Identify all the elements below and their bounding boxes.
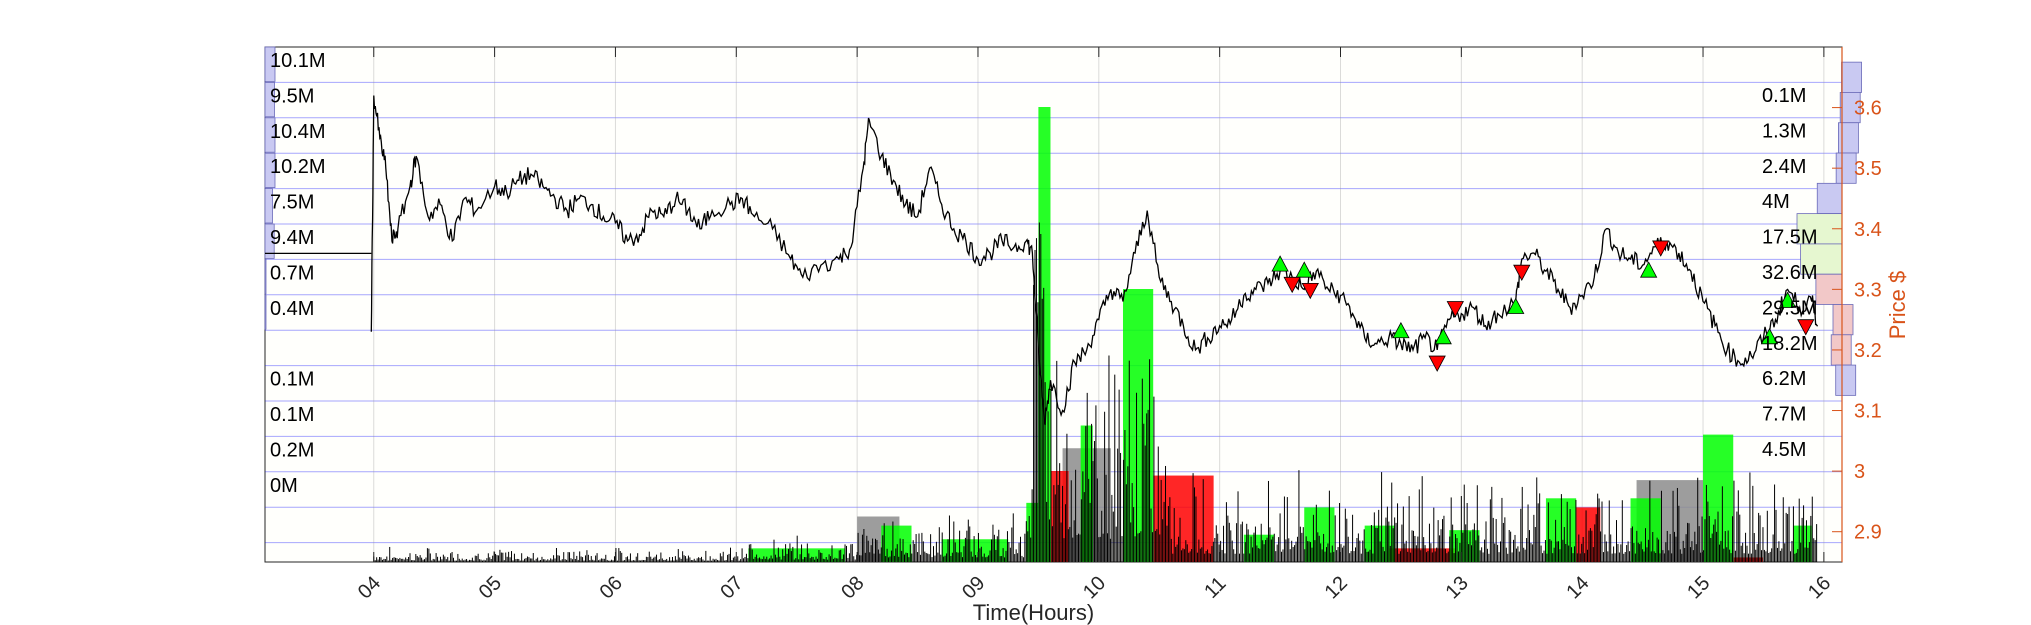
- buy-marker: [1392, 321, 1410, 339]
- volume-profile-bar-left: [264, 223, 275, 259]
- volume-bar-green: [1243, 534, 1275, 562]
- volume-profile-bar-right: [1816, 182, 1843, 215]
- left-volume-profile: [264, 46, 372, 330]
- y-tick-label: 3.4: [1854, 219, 1882, 241]
- left-volume-label: 10.4M: [270, 121, 326, 143]
- y-tick-label: 3.5: [1854, 158, 1882, 180]
- volume-profile-bar-left: [264, 258, 267, 295]
- sell-marker: [1513, 264, 1531, 282]
- left-volume-label: 7.5M: [270, 192, 314, 214]
- volume-profile-bar-left: [264, 188, 273, 224]
- left-volume-label: 10.1M: [270, 50, 326, 72]
- right-volume-label: 32.6M: [1762, 262, 1818, 284]
- trade-markers: [1271, 240, 1815, 372]
- volume-profile-bar-right: [1841, 61, 1862, 93]
- x-axis-label: Time(Hours): [973, 600, 1094, 625]
- right-volume-label: 18.2M: [1762, 333, 1818, 355]
- left-volume-label: 0M: [270, 475, 298, 497]
- buy-marker: [1639, 261, 1658, 278]
- left-volume-label: 9.4M: [270, 227, 314, 249]
- y-tick-label: 3.3: [1854, 279, 1882, 301]
- volume-profile-bar-left: [264, 117, 276, 153]
- right-volume-label: 4.5M: [1762, 439, 1806, 461]
- volume-profile-bar-right: [1796, 213, 1843, 245]
- volume-profile-bar-right: [1835, 364, 1857, 396]
- left-volume-labels: 10.1M 9.5M 10.4M 10.2M 7.5M 9.4M 0.7M 0.4M 0.1M 0…: [270, 50, 326, 497]
- buy-marker: [1778, 291, 1797, 308]
- y-axis-label: Price $: [1885, 271, 1910, 339]
- right-volume-profile: [1796, 61, 1862, 396]
- sell-marker: [1797, 319, 1815, 336]
- volume-profile-bar-left: [264, 294, 267, 330]
- volume-profile-bar-left: [264, 152, 276, 188]
- sell-marker: [1301, 282, 1319, 300]
- right-volume-label: 17.5M: [1762, 227, 1818, 249]
- y-tick-label: 3: [1854, 461, 1865, 483]
- buy-marker: [1295, 261, 1313, 278]
- volume-bar-green: [941, 539, 1009, 562]
- price-series: [370, 95, 1818, 426]
- price-line: [370, 95, 1818, 426]
- y-axis-right: 2.9 3 3.1 3.2 3.3 3.4 3.5 3.6: [1832, 47, 1882, 562]
- y-tick-label: 3.6: [1854, 98, 1882, 120]
- right-volume-label: 29.5M: [1762, 297, 1818, 319]
- left-volume-label: 0.1M: [270, 404, 314, 426]
- buy-marker: [1760, 327, 1779, 345]
- left-volume-label: 0.2M: [270, 439, 314, 461]
- sell-marker: [1428, 355, 1446, 372]
- right-volume-label: 6.2M: [1762, 368, 1806, 390]
- buy-marker: [1434, 327, 1452, 345]
- right-volume-labels: 0.1M 1.3M 2.4M 4M 17.5M 32.6M 29.5M 18.2M 6.2M 7.…: [1762, 85, 1818, 461]
- volume-bar-green: [881, 525, 912, 562]
- right-volume-label: 7.7M: [1762, 404, 1806, 426]
- volume-profile-bar-right: [1800, 243, 1843, 275]
- gridlines: [265, 47, 1842, 562]
- left-volume-label: 0.4M: [270, 298, 314, 320]
- left-volume-label: 9.5M: [270, 85, 314, 107]
- right-volume-label: 4M: [1762, 191, 1790, 213]
- volume-profile-bar-left: [264, 46, 276, 82]
- y-tick-label: 2.9: [1854, 522, 1882, 544]
- volume-profile-bar-right: [1832, 304, 1854, 336]
- y-tick-label: 3.2: [1854, 340, 1882, 362]
- right-volume-label: 0.1M: [1762, 85, 1806, 107]
- y-tick-label: 3.1: [1854, 401, 1882, 423]
- left-volume-label: 0.1M: [270, 369, 314, 391]
- sell-marker: [1283, 276, 1301, 294]
- right-volume-label: 2.4M: [1762, 156, 1806, 178]
- volume-bar-green: [1038, 107, 1051, 562]
- right-volume-label: 1.3M: [1762, 120, 1806, 142]
- buy-marker: [1507, 297, 1525, 314]
- left-volume-label: 10.2M: [270, 156, 326, 178]
- volume-bars: [373, 107, 1818, 562]
- sell-marker: [1446, 301, 1464, 318]
- buy-marker: [1271, 255, 1289, 272]
- sell-marker: [1652, 240, 1670, 257]
- left-volume-label: 0.7M: [270, 262, 314, 284]
- volume-profile-bar-left: [264, 82, 275, 118]
